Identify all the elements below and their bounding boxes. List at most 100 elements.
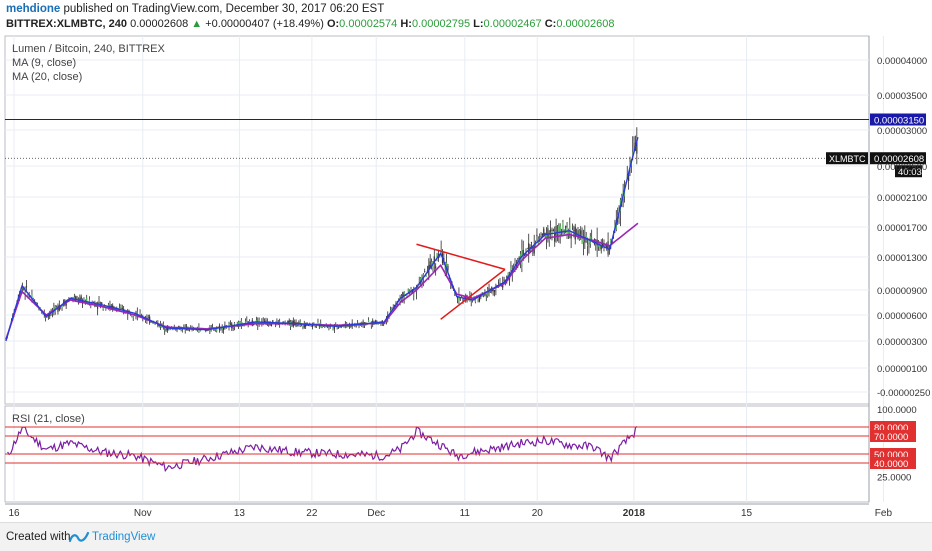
- countdown-label: 40:03: [898, 167, 922, 178]
- candle-body: [541, 233, 544, 236]
- candle-body: [407, 288, 409, 292]
- triangle-trendline: [440, 268, 506, 320]
- time-tick-label: 11: [460, 508, 471, 519]
- rsi-tick-label: 25.0000: [877, 473, 911, 484]
- candle-body: [430, 261, 433, 266]
- candle-body: [239, 322, 241, 325]
- candle-body: [499, 281, 501, 283]
- candle-body: [305, 323, 307, 327]
- author-link[interactable]: mehdione: [6, 3, 61, 15]
- price-tick-label: 0.00001300: [877, 253, 927, 264]
- candle-body: [628, 173, 630, 181]
- candle-body: [632, 152, 634, 154]
- candle-body: [147, 317, 149, 319]
- time-tick-label: 13: [234, 508, 246, 519]
- candle-body: [610, 239, 612, 243]
- candle-body: [101, 302, 103, 305]
- rsi-level-tag: [870, 457, 916, 469]
- candle-body: [411, 289, 413, 294]
- publish-info: published on TradingView.com, December 3…: [63, 3, 385, 15]
- candle-body: [102, 307, 104, 310]
- candle-body: [498, 282, 500, 284]
- candle-body: [547, 228, 549, 239]
- candle-body: [636, 139, 638, 154]
- candle-body: [543, 228, 545, 236]
- candle-body: [120, 305, 122, 308]
- candle-body: [422, 274, 424, 279]
- candle-body: [571, 228, 574, 230]
- candle-body: [287, 320, 289, 324]
- tradingview-logo-icon: [68, 531, 90, 543]
- candle-body: [433, 256, 435, 264]
- candle-body: [629, 161, 631, 167]
- candle-body: [525, 252, 527, 256]
- candle-body: [607, 241, 609, 255]
- candle-body: [270, 324, 273, 326]
- candle-body: [495, 288, 497, 290]
- candle-body: [46, 317, 48, 318]
- candle-body: [28, 293, 30, 295]
- rsi-tick-label: 100.0000: [877, 405, 917, 416]
- candle-body: [462, 298, 464, 302]
- candle-body: [139, 312, 141, 315]
- candle-body: [446, 262, 448, 272]
- close-label: C:: [544, 18, 557, 30]
- candle-body: [71, 297, 73, 298]
- rsi-level-label: 40.0000: [874, 459, 908, 470]
- candle-body: [21, 287, 23, 289]
- candle-body: [216, 328, 218, 332]
- last-price-tag-label: 0.00002608: [874, 154, 924, 165]
- candle-body: [418, 281, 420, 282]
- candle-body: [80, 296, 82, 300]
- price-tick-label: 0.00002500: [877, 162, 927, 173]
- candle-body: [229, 323, 231, 325]
- time-tick-label: Nov: [134, 508, 152, 519]
- candle-body: [298, 322, 300, 324]
- rsi-level-label: 70.0000: [874, 432, 908, 443]
- legend-ma20: MA (20, close): [12, 71, 82, 83]
- price-tick-label: 0.00000100: [877, 364, 927, 375]
- candle-body: [165, 329, 167, 331]
- symbol-tag-label: XLMBTC: [829, 154, 866, 164]
- candle-body: [534, 243, 537, 247]
- candle-body: [132, 317, 134, 319]
- last-price-tag: [870, 152, 926, 165]
- candle-body: [425, 274, 427, 277]
- price-tick-label: 0.00003000: [877, 126, 927, 137]
- candle-body: [447, 266, 449, 270]
- price-tick-label: 0.00002100: [877, 193, 927, 204]
- candle-body: [99, 303, 101, 307]
- candle-body: [354, 324, 356, 327]
- chart-header: mehdione published on TradingView.com, D…: [0, 0, 932, 36]
- candle-body: [213, 329, 215, 331]
- ma9-line: [5, 137, 639, 342]
- close-value: 0.00002608: [556, 18, 615, 30]
- resistance-tag-label: 0.00003150: [874, 116, 924, 127]
- candle-body: [25, 286, 28, 288]
- time-tick-label: 20: [532, 508, 544, 519]
- candle-body: [558, 226, 560, 235]
- candle-body: [507, 272, 509, 279]
- open-value: 0.00002574: [339, 18, 398, 30]
- candle-body: [602, 242, 604, 247]
- candle-body: [358, 324, 360, 327]
- candle-body: [314, 326, 316, 328]
- candle-body: [175, 329, 177, 331]
- time-tick-label: 16: [8, 508, 20, 519]
- symbol-tag: [826, 152, 868, 165]
- candle-body: [484, 293, 486, 296]
- price-tick-label: 0.00000600: [877, 311, 927, 322]
- grid-lines: [5, 36, 884, 502]
- candle-body: [567, 229, 570, 235]
- candle-body: [188, 330, 190, 331]
- price-chart[interactable]: 0.00003150 XLMBTC 0.00002608 40:03 80.000070…: [0, 0, 932, 522]
- tradingview-link[interactable]: TradingView: [92, 531, 156, 543]
- candle-body: [339, 326, 341, 328]
- candle-body: [248, 320, 251, 323]
- candle-body: [570, 233, 572, 239]
- candle-body: [88, 299, 91, 304]
- candle-body: [303, 324, 305, 328]
- candle-body: [158, 324, 160, 326]
- candle-body: [599, 246, 601, 250]
- candle-body: [406, 294, 408, 297]
